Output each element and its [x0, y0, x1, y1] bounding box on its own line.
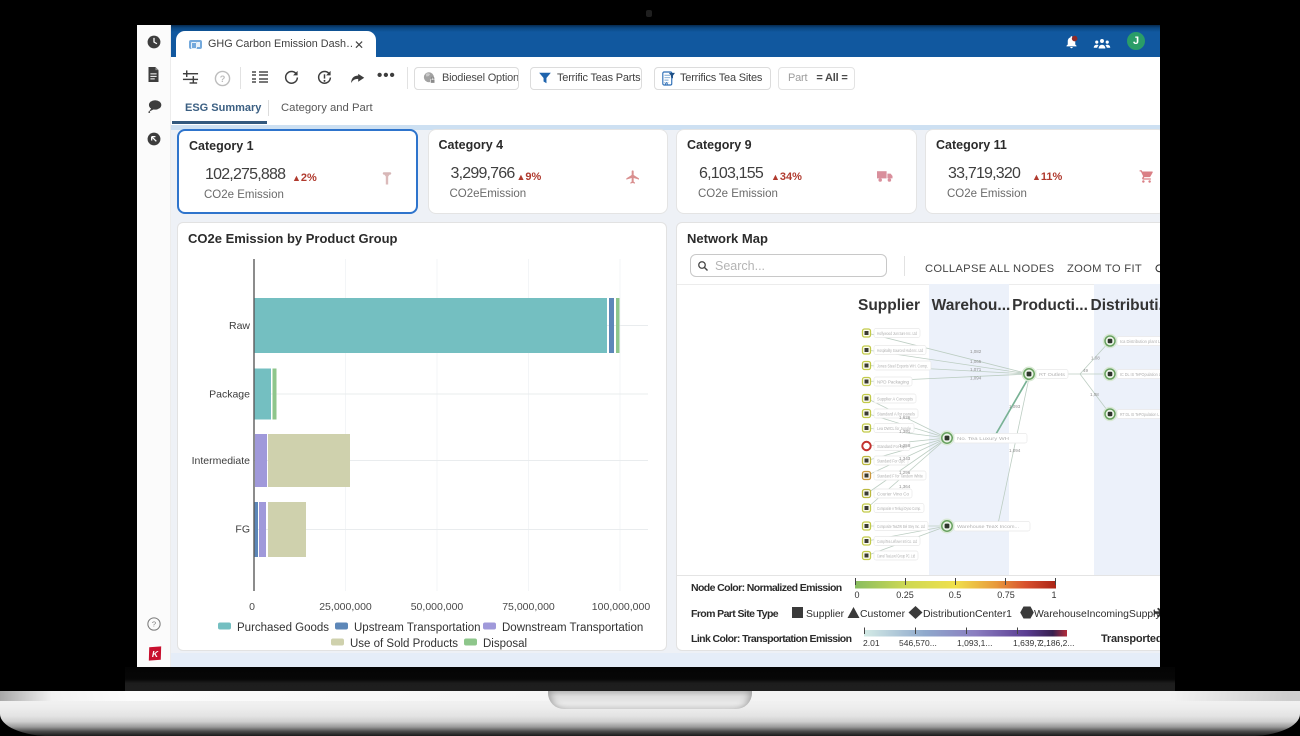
svg-text:75,000,000: 75,000,000 — [502, 601, 555, 613]
svg-text:NPD Packaging: NPD Packaging — [877, 380, 909, 385]
svg-text:1,258: 1,258 — [899, 443, 911, 448]
svg-text:RT Outlets: RT Outlets — [1039, 372, 1066, 377]
svg-text:Intermediate: Intermediate — [192, 455, 251, 467]
svg-text:100,000,000: 100,000,000 — [592, 601, 651, 613]
svg-text:Hospitality Sourced Hub Inc. L: Hospitality Sourced Hub Inc. Ltd — [877, 348, 923, 353]
svg-text:2,186,2...: 2,186,2... — [1039, 638, 1074, 648]
svg-text:Standard F for Tandem White: Standard F for Tandem White — [877, 474, 923, 479]
svg-text:Raw: Raw — [229, 320, 250, 332]
svg-text:0.75: 0.75 — [997, 590, 1015, 600]
svg-text:Hollywood Juncture Inc. Ltd: Hollywood Juncture Inc. Ltd — [877, 331, 917, 336]
svg-text:50,000,000: 50,000,000 — [411, 601, 464, 613]
svg-text:FG: FG — [235, 524, 250, 536]
svg-text:?: ? — [220, 74, 226, 84]
svg-text:Lea DWCL for Jungle: Lea DWCL for Jungle — [877, 426, 911, 431]
svg-text:Node Color: Normalized Emissio: Node Color: Normalized Emission — [691, 582, 842, 594]
svg-text:1,626: 1,626 — [899, 415, 911, 420]
svg-text:1,093,1...: 1,093,1... — [957, 638, 992, 648]
svg-text:RT DL IS TePOpulation L FWB: RT DL IS TePOpulation L FWB — [1120, 412, 1160, 417]
svg-text:Composite TeaZW Bel Stey Inc.: Composite TeaZW Bel Stey Inc. Ltd — [877, 524, 925, 529]
svg-text:1,065: 1,065 — [970, 359, 982, 364]
svg-text:1,082: 1,082 — [970, 349, 982, 354]
svg-text:?: ? — [152, 620, 156, 629]
svg-text:Camel TeaLevel Group PC. Ltd: Camel TeaLevel Group PC. Ltd — [877, 554, 915, 559]
svg-text:1,391: 1,391 — [899, 429, 911, 434]
svg-text:0.5: 0.5 — [949, 590, 962, 600]
svg-text:Warehou...: Warehou... — [932, 297, 1011, 314]
svg-text:1,071: 1,071 — [970, 367, 982, 372]
svg-text:49: 49 — [1083, 368, 1089, 373]
svg-text:1,094: 1,094 — [970, 376, 982, 381]
svg-text:Disposal: Disposal — [483, 638, 527, 650]
svg-text:W: W — [664, 80, 668, 85]
svg-text:Supplier: Supplier — [858, 297, 920, 314]
svg-text:Jones Steel Exports WH. Comp.: Jones Steel Exports WH. Comp. — [877, 364, 928, 369]
svg-text:0: 0 — [854, 590, 859, 600]
svg-text:1,639,7...: 1,639,7... — [1013, 638, 1048, 648]
svg-text:Downstream Transportation: Downstream Transportation — [502, 622, 643, 634]
svg-text:25,000,000: 25,000,000 — [319, 601, 372, 613]
svg-text:1: 1 — [1051, 590, 1056, 600]
svg-text:2.01: 2.01 — [863, 638, 880, 648]
svg-text:Standard A for panels: Standard A for panels — [877, 412, 916, 417]
svg-text:1,08: 1,08 — [1090, 392, 1099, 397]
svg-text:WarehouseIncomingSupply: WarehouseIncomingSupply — [1034, 609, 1160, 620]
svg-text:Standard For Opc: Standard For Opc — [877, 459, 906, 464]
svg-text:Supplier: Supplier — [806, 609, 845, 620]
svg-text:1,094: 1,094 — [1009, 448, 1021, 453]
svg-text:Courier Vino Co: Courier Vino Co — [877, 492, 909, 497]
svg-text:CompiTea Leflover Inti Co. Ltd: CompiTea Leflover Inti Co. Ltd — [877, 539, 917, 544]
svg-text:From Part Site Type: From Part Site Type — [691, 608, 779, 620]
svg-text:DistributionCenter1: DistributionCenter1 — [923, 609, 1012, 620]
svg-text:0.25: 0.25 — [896, 590, 914, 600]
svg-text:Transported Q: Transported Q — [1101, 633, 1160, 645]
svg-text:Link Color: Transportation Emi: Link Color: Transportation Emission — [691, 633, 852, 645]
svg-text:Supplier A Concepts: Supplier A Concepts — [877, 397, 914, 402]
svg-text:Purchased Goods: Purchased Goods — [237, 622, 329, 634]
svg-text:No. Tea Luxury WH: No. Tea Luxury WH — [957, 436, 1009, 441]
svg-text:1,343: 1,343 — [899, 456, 911, 461]
svg-text:Standard For Opc: Standard For Opc — [877, 444, 908, 449]
svg-text:Ica Distribution plant L WH: Ica Distribution plant L WH — [1120, 339, 1160, 344]
svg-text:Package: Package — [209, 389, 250, 401]
svg-text:Upstream Transportation: Upstream Transportation — [354, 622, 481, 634]
svg-text:Composite A Terlugi Dyno Comp.: Composite A Terlugi Dyno Comp. — [877, 506, 921, 511]
svg-text:K: K — [152, 649, 159, 659]
svg-text:Producti...: Producti... — [1012, 297, 1088, 314]
svg-text:Customer: Customer — [860, 609, 906, 620]
svg-text:1,093: 1,093 — [1009, 404, 1021, 409]
svg-text:546,570...: 546,570... — [899, 638, 937, 648]
svg-text:Warehouse TeaX Incom...: Warehouse TeaX Incom... — [957, 524, 1019, 529]
svg-text:Use of Sold Products: Use of Sold Products — [350, 638, 458, 650]
svg-text:IC DL IS TePOpulation L WH: IC DL IS TePOpulation L WH — [1120, 372, 1160, 377]
svg-text:1,296: 1,296 — [899, 470, 911, 475]
svg-text:Distributi...: Distributi... — [1091, 297, 1160, 314]
svg-text:1,364: 1,364 — [899, 484, 911, 489]
svg-text:1,08: 1,08 — [1091, 356, 1100, 361]
svg-text:0: 0 — [249, 601, 255, 613]
